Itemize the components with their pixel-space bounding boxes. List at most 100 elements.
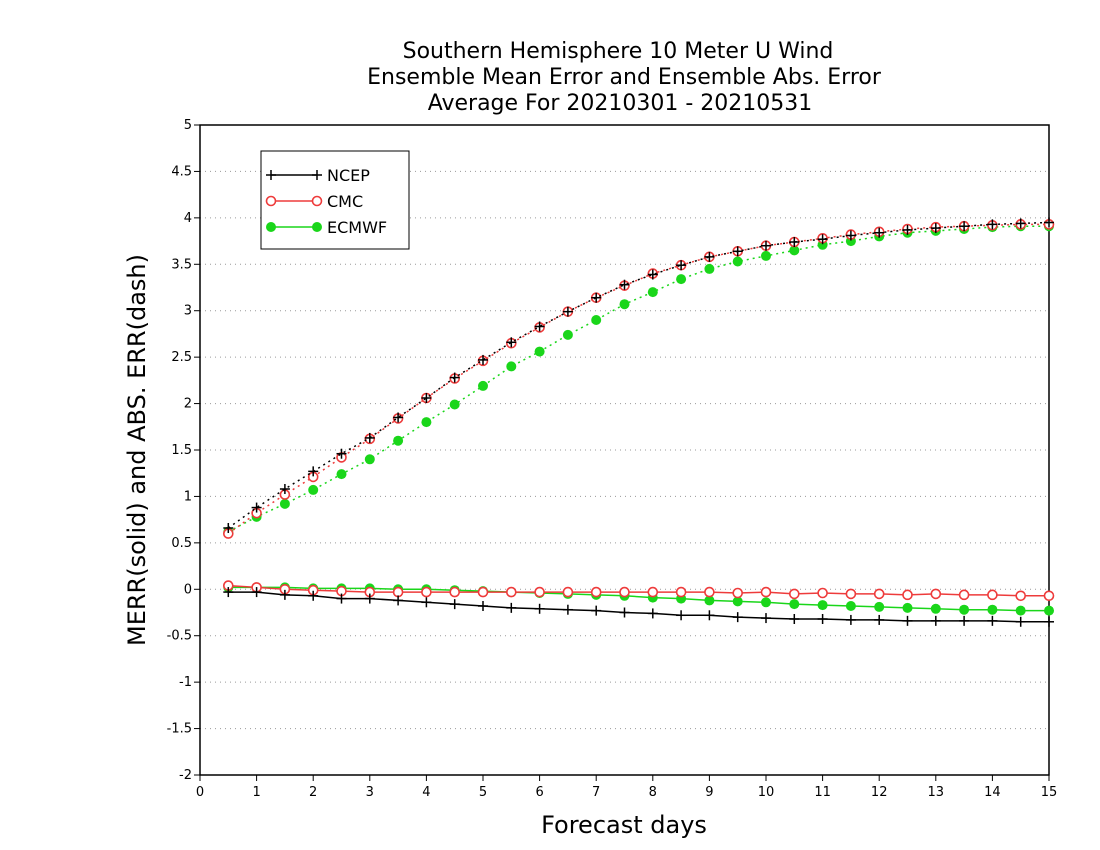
data-point-cmc-mean-error [647, 586, 659, 598]
data-point-ncep-mean-error [506, 602, 517, 613]
data-point-ncep-mean-error [591, 605, 602, 616]
legend-label-ncep: NCEP [327, 166, 370, 185]
data-point-ecmwf-abs-error [591, 315, 602, 325]
data-point-ecmwf-mean-error [845, 601, 856, 611]
data-point-cmc-mean-error [675, 586, 687, 598]
y-tick-label: -2 [179, 768, 192, 783]
data-point-ncep-abs-error [845, 230, 856, 241]
data-point-ncep-abs-error [676, 260, 687, 271]
data-point-ncep-mean-error [647, 608, 658, 619]
data-point-ncep-abs-error [817, 234, 828, 245]
data-point-ecmwf-abs-error [647, 287, 658, 298]
x-tick-label: 4 [422, 785, 430, 800]
data-point-ncep-mean-error [874, 614, 885, 625]
x-tick-label: 1 [252, 785, 260, 800]
y-tick-label: 1 [184, 489, 192, 504]
data-point-ecmwf-abs-error [732, 256, 743, 267]
data-point-ncep-mean-error [393, 595, 404, 606]
y-axis-label: MERR(solid) and ABS. ERR(dash) [123, 254, 151, 646]
data-point-ncep-abs-error [478, 354, 488, 365]
data-point-ncep-mean-error [336, 593, 347, 604]
data-point-cmc-mean-error [845, 588, 857, 600]
data-point-cmc-mean-error [505, 586, 517, 598]
y-tick-label: 5 [184, 118, 192, 133]
data-point-ncep-abs-error [732, 246, 743, 257]
x-tick-label: 7 [592, 785, 600, 800]
data-point-ncep-mean-error [817, 614, 828, 624]
series-line-ecmwf-abs-error [227, 225, 1049, 533]
data-point-cmc-mean-error [1015, 590, 1027, 602]
data-point-cmc-mean-error [930, 588, 942, 600]
data-point-ecmwf-abs-error [534, 346, 545, 357]
x-tick-label: 10 [758, 785, 775, 800]
data-point-ncep-mean-error [987, 615, 998, 626]
chart-title-line-2: Ensemble Mean Error and Ensemble Abs. Er… [367, 65, 882, 90]
data-point-ecmwf-mean-error [959, 604, 970, 615]
series-ncep [223, 217, 1054, 627]
data-point-ncep-mean-error [676, 610, 687, 621]
data-point-ncep-abs-error [959, 221, 970, 232]
data-point-ecmwf-mean-error [1044, 605, 1054, 616]
legend-swatch-marker [311, 195, 323, 207]
data-point-ecmwf-abs-error [478, 380, 488, 391]
series-line-ncep-abs-error [227, 221, 1050, 529]
series-group [223, 217, 1055, 627]
data-point-cmc-mean-error [1043, 590, 1055, 602]
data-point-ecmwf-abs-error [676, 274, 687, 285]
x-tick-label: 15 [1041, 785, 1058, 800]
x-tick-label: 11 [814, 785, 831, 800]
series-line-cmc-mean-error [228, 584, 1049, 597]
data-point-ncep-abs-error [704, 251, 715, 262]
legend-swatch-marker [312, 170, 322, 180]
data-point-ecmwf-mean-error [732, 596, 743, 607]
data-point-ncep-abs-error [506, 337, 517, 348]
x-tick-label: 6 [535, 785, 543, 800]
data-point-ncep-abs-error [393, 412, 404, 423]
data-point-ncep-abs-error [562, 306, 573, 317]
data-point-ncep-abs-error [336, 448, 347, 459]
data-point-ncep-mean-error [251, 587, 262, 598]
x-tick-label: 9 [705, 785, 713, 800]
data-point-ecmwf-abs-error [364, 454, 375, 465]
data-point-ncep-mean-error [789, 614, 800, 624]
data-point-ncep-mean-error [902, 615, 913, 626]
data-point-ncep-mean-error [478, 601, 488, 611]
data-point-ncep-mean-error [1044, 616, 1054, 627]
chart-title-line-1: Southern Hemisphere 10 Meter U Wind [403, 39, 834, 64]
data-point-cmc-mean-error [760, 586, 772, 598]
chart-title-line-3: Average For 20210301 - 20210531 [428, 91, 813, 116]
data-point-ncep-abs-error [308, 466, 319, 477]
data-point-ncep-abs-error [534, 321, 545, 332]
data-point-ecmwf-abs-error [449, 399, 460, 410]
legend-label-cmc: CMC [327, 192, 363, 211]
y-tick-label: 2 [184, 397, 192, 412]
data-point-ncep-abs-error [619, 279, 630, 290]
data-point-ncep-mean-error [364, 593, 375, 604]
data-point-ncep-abs-error [449, 372, 460, 383]
series-line-cmc-abs-error [227, 223, 1049, 535]
data-point-ecmwf-mean-error [1015, 605, 1026, 616]
data-point-cmc-mean-error [817, 587, 828, 599]
x-tick-label: 13 [928, 785, 945, 800]
data-point-ncep-mean-error [619, 607, 630, 618]
data-point-ecmwf-abs-error [421, 417, 432, 428]
y-tick-label: 0.5 [171, 536, 192, 551]
legend-swatch-marker [266, 222, 276, 232]
data-point-cmc-mean-error [958, 589, 970, 601]
data-point-ncep-abs-error [987, 219, 998, 230]
data-point-cmc-mean-error [704, 586, 715, 598]
data-point-ecmwf-mean-error [789, 599, 800, 610]
legend-box [260, 150, 410, 250]
data-point-cmc-mean-error [902, 589, 913, 601]
data-point-ecmwf-abs-error [619, 299, 630, 310]
legend-swatch-marker [265, 195, 277, 207]
data-point-cmc-mean-error [732, 587, 744, 599]
x-tick-label: 8 [649, 785, 657, 800]
data-point-ncep-abs-error [930, 223, 941, 234]
data-point-cmc-mean-error [392, 586, 404, 598]
data-point-ncep-abs-error [1044, 217, 1054, 228]
data-point-ncep-abs-error [647, 269, 658, 280]
x-tick-label: 0 [196, 785, 204, 800]
legend-items: NCEP CMC ECMWF [265, 166, 387, 237]
